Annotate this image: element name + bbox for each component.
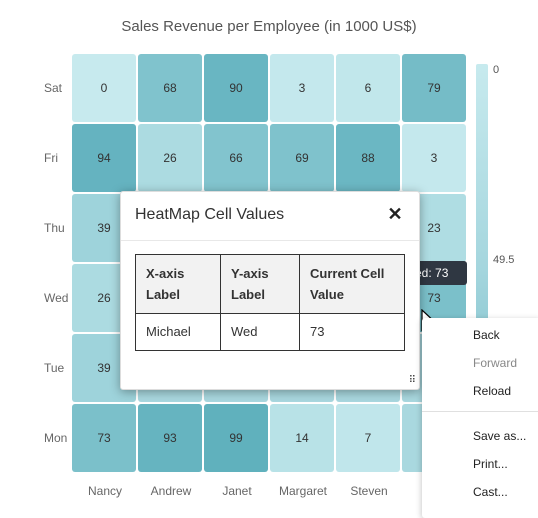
heatmap-cell[interactable]: 26	[138, 124, 202, 192]
heatmap-cell[interactable]: 94	[72, 124, 136, 192]
heatmap-cell[interactable]: 6	[336, 54, 400, 122]
heatmap-cell[interactable]: 0	[72, 54, 136, 122]
heatmap-cell[interactable]: 93	[138, 404, 202, 472]
context-menu-cast[interactable]: Cast...	[473, 485, 508, 499]
cell-y-label: Wed	[220, 313, 300, 351]
context-menu-print[interactable]: Print...	[473, 457, 508, 471]
cell-value: 73	[299, 313, 405, 351]
heatmap-cell[interactable]: 3	[402, 124, 466, 192]
legend-label-min: 0	[493, 64, 500, 76]
y-axis-tick-label: Wed	[44, 291, 69, 305]
y-axis-tick-label: Fri	[44, 151, 58, 165]
table-header-y-axis: Y-axis Label	[220, 254, 300, 314]
context-menu-save-as[interactable]: Save as...	[473, 429, 527, 443]
heatmap-cell[interactable]: 99	[204, 404, 268, 472]
x-axis-tick-label: Janet	[222, 484, 252, 498]
heatmap-cell[interactable]: 88	[336, 124, 400, 192]
legend-label-mid: 49.5	[493, 254, 515, 266]
context-menu-forward[interactable]: Forward	[473, 356, 518, 370]
dialog-title: HeatMap Cell Values	[135, 206, 285, 223]
y-axis-tick-label: Mon	[44, 431, 68, 445]
cell-values-dialog: HeatMap Cell Values ✕ X-axis Label Y-axi…	[120, 191, 420, 390]
context-menu: Back Forward Reload Save as... Print... …	[422, 318, 538, 518]
resize-handle-icon[interactable]: ⠿	[408, 375, 416, 386]
heatmap-cell[interactable]: 68	[138, 54, 202, 122]
cell-x-label: Michael	[135, 313, 221, 351]
chart-title: Sales Revenue per Employee (in 1000 US$)	[121, 18, 417, 35]
context-menu-divider	[422, 411, 538, 412]
heatmap-cell[interactable]: 69	[270, 124, 334, 192]
context-menu-reload[interactable]: Reload	[473, 384, 512, 398]
y-axis-tick-label: Sat	[44, 81, 63, 95]
heatmap-cell[interactable]: 90	[204, 54, 268, 122]
table-header-value: Current Cell Value	[299, 254, 405, 314]
context-menu-back[interactable]: Back	[473, 328, 500, 342]
y-axis-tick-label: Thu	[44, 221, 65, 235]
y-axis-tick-label: Tue	[44, 361, 65, 375]
x-axis-tick-label: Andrew	[150, 484, 192, 498]
heatmap-cell[interactable]: 3	[270, 54, 334, 122]
dialog-divider	[121, 240, 419, 241]
x-axis-tick-label: Margaret	[278, 484, 328, 498]
table-header-x-axis: X-axis Label	[135, 254, 221, 314]
heatmap-cell[interactable]: 14	[270, 404, 334, 472]
heatmap-cell[interactable]: 66	[204, 124, 268, 192]
table-row: Michael Wed 73	[135, 313, 405, 351]
heatmap-cell[interactable]: 79	[402, 54, 466, 122]
heatmap-cell[interactable]: 7	[336, 404, 400, 472]
x-axis-tick-label: Steven	[350, 484, 388, 498]
heatmap-cell[interactable]: 73	[72, 404, 136, 472]
x-axis-tick-label: Nancy	[87, 484, 122, 498]
close-icon[interactable]: ✕	[387, 203, 403, 224]
cell-values-table: X-axis Label Y-axis Label Current Cell V…	[135, 254, 405, 351]
